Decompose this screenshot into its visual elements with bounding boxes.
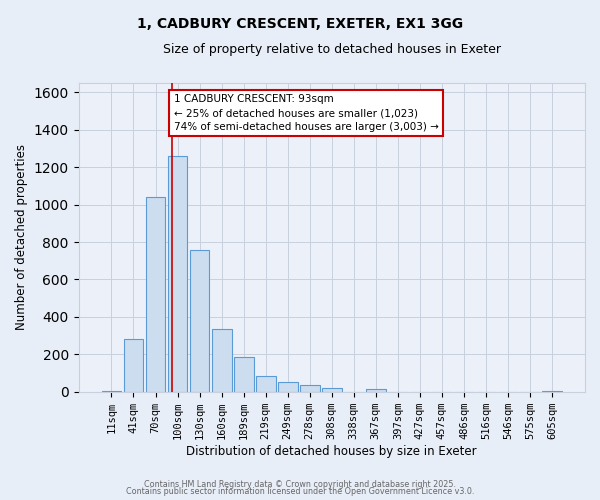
Bar: [366, 390, 386, 392]
Bar: [167, 156, 187, 392]
Bar: [212, 329, 232, 392]
Bar: [278, 382, 298, 392]
Text: 1 CADBURY CRESCENT: 93sqm
← 25% of detached houses are smaller (1,023)
74% of se: 1 CADBURY CRESCENT: 93sqm ← 25% of detac…: [173, 94, 439, 132]
Bar: [190, 250, 209, 392]
Bar: [146, 197, 166, 392]
Bar: [124, 340, 143, 392]
Bar: [256, 376, 275, 392]
X-axis label: Distribution of detached houses by size in Exeter: Distribution of detached houses by size …: [187, 444, 477, 458]
Bar: [322, 388, 341, 392]
Title: Size of property relative to detached houses in Exeter: Size of property relative to detached ho…: [163, 42, 501, 56]
Text: Contains HM Land Registry data © Crown copyright and database right 2025.: Contains HM Land Registry data © Crown c…: [144, 480, 456, 489]
Bar: [234, 357, 254, 392]
Text: Contains public sector information licensed under the Open Government Licence v3: Contains public sector information licen…: [126, 487, 474, 496]
Bar: [300, 384, 320, 392]
Y-axis label: Number of detached properties: Number of detached properties: [15, 144, 28, 330]
Bar: [101, 391, 121, 392]
Text: 1, CADBURY CRESCENT, EXETER, EX1 3GG: 1, CADBURY CRESCENT, EXETER, EX1 3GG: [137, 18, 463, 32]
Bar: [542, 391, 562, 392]
